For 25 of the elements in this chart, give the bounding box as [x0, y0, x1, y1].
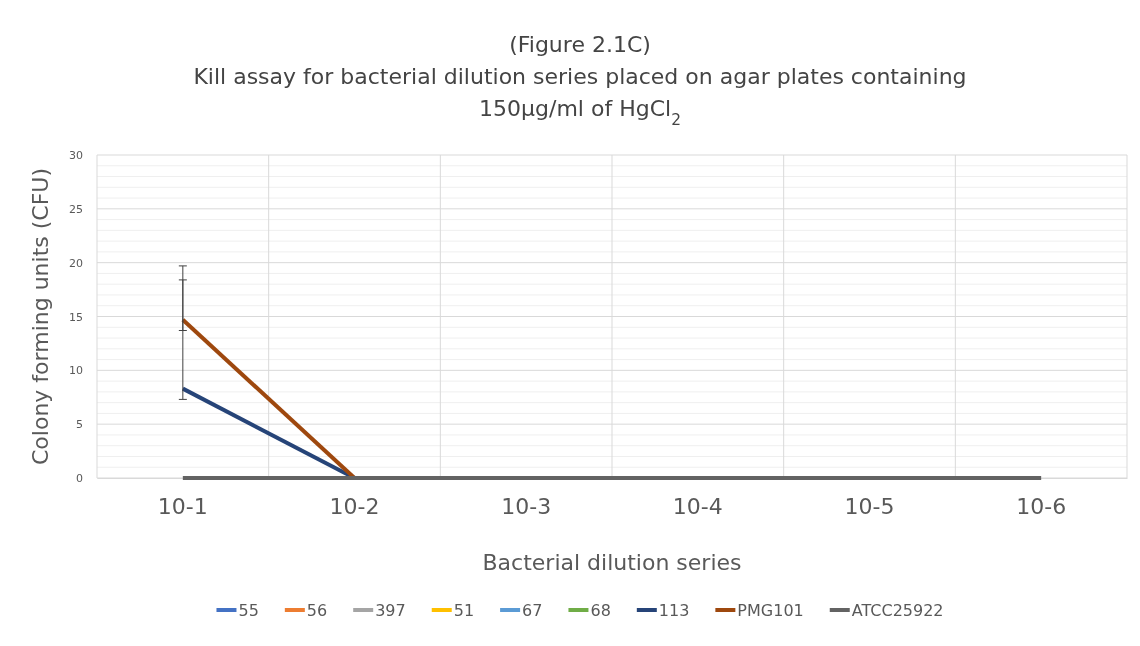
- x-tick-label: 10-2: [329, 493, 380, 519]
- y-tick-label: 10: [69, 364, 83, 378]
- legend-label: ATCC25922: [851, 601, 944, 620]
- x-tick-label: 10-4: [672, 493, 723, 519]
- legend-label: PMG101: [737, 601, 804, 620]
- legend-label: 55: [238, 601, 259, 620]
- x-tick-label: 10-3: [501, 493, 552, 519]
- x-tick-label: 10-1: [157, 493, 208, 519]
- legend-label: 113: [658, 601, 690, 620]
- y-tick-label: 0: [76, 472, 83, 486]
- legend-label: 68: [590, 601, 611, 620]
- legend-label: 51: [453, 601, 475, 620]
- y-tick-label: 5: [76, 418, 83, 432]
- x-tick-label: 10-5: [844, 493, 895, 519]
- x-tick-label: 10-6: [1016, 493, 1067, 519]
- legend-label: 67: [522, 601, 543, 620]
- x-axis-title: Bacterial dilution series: [482, 550, 742, 575]
- y-tick-label: 30: [69, 149, 83, 163]
- y-tick-label: 15: [69, 310, 83, 324]
- y-tick-label: 20: [69, 256, 83, 270]
- legend-label: 397: [375, 601, 406, 620]
- legend-label: 56: [306, 601, 328, 620]
- y-axis-title: Colony forming units (CFU): [28, 167, 53, 466]
- chart-title: (Figure 2.1C) Kill assay for bacterial dilution series placed on agar plates containing 150µg/ml of HgCl$_{2}$: [193, 32, 967, 129]
- y-tick-label: 25: [69, 202, 83, 216]
